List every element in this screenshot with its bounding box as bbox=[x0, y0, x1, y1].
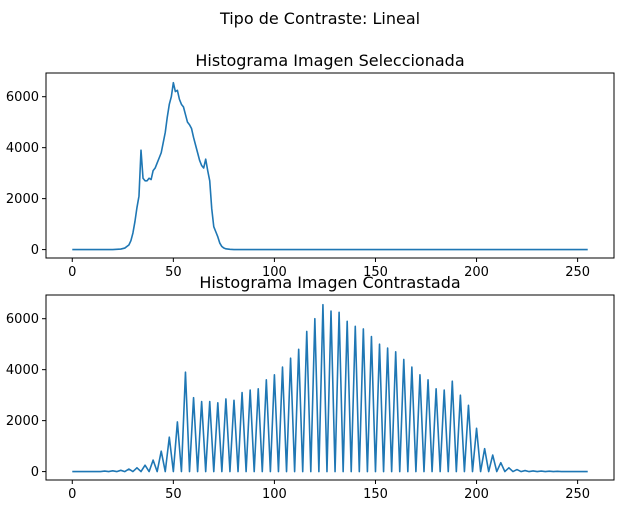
bottom-histogram-ticks: 0 50 100 150 200 250 0 2000 4000 6000 bbox=[6, 312, 590, 502]
y-tick-label: 4000 bbox=[6, 141, 39, 156]
bottom-histogram-frame bbox=[45, 294, 615, 481]
bottom-histogram-axes: Histograma Imagen Contrastada 0 50 100 150 2… bbox=[6, 273, 615, 502]
x-tick-label: 200 bbox=[464, 487, 489, 502]
top-histogram-title: Histograma Imagen Seleccionada bbox=[195, 51, 464, 70]
x-tick-label: 250 bbox=[565, 265, 590, 280]
y-tick-label: 4000 bbox=[6, 363, 39, 378]
x-tick-label: 50 bbox=[165, 265, 182, 280]
y-tick-label: 0 bbox=[31, 465, 39, 480]
x-tick-label: 0 bbox=[68, 487, 76, 502]
x-tick-label: 200 bbox=[464, 265, 489, 280]
y-tick-label: 2000 bbox=[6, 192, 39, 207]
top-histogram-ticks: 0 50 100 150 200 250 0 2000 4000 6000 bbox=[6, 90, 590, 280]
bottom-histogram-title: Histograma Imagen Contrastada bbox=[199, 273, 460, 292]
top-histogram-frame bbox=[45, 72, 615, 259]
x-tick-label: 50 bbox=[165, 487, 182, 502]
x-tick-label: 150 bbox=[363, 265, 388, 280]
y-tick-label: 6000 bbox=[6, 312, 39, 327]
top-histogram-axes: Histograma Imagen Seleccionada 0 50 100 150… bbox=[6, 51, 615, 280]
y-tick-label: 2000 bbox=[6, 414, 39, 429]
figure-suptitle: Tipo de Contraste: Lineal bbox=[219, 9, 420, 28]
x-tick-label: 250 bbox=[565, 487, 590, 502]
y-tick-label: 6000 bbox=[6, 90, 39, 105]
x-tick-label: 150 bbox=[363, 487, 388, 502]
x-tick-label: 0 bbox=[68, 265, 76, 280]
top-histogram-series-line bbox=[72, 81, 588, 251]
y-tick-label: 0 bbox=[31, 243, 39, 258]
bottom-histogram-series-line bbox=[72, 303, 588, 473]
x-tick-label: 100 bbox=[262, 487, 287, 502]
x-tick-label: 100 bbox=[262, 265, 287, 280]
